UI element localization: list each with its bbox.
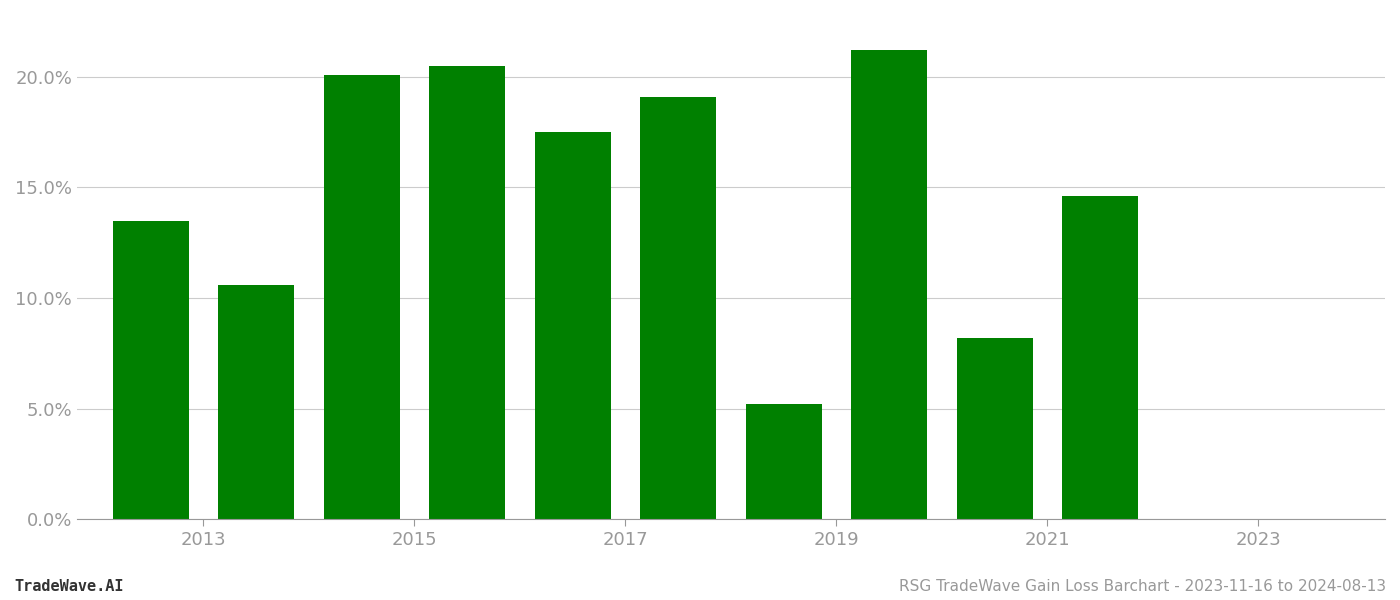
Bar — [535, 132, 610, 519]
Bar — [640, 97, 717, 519]
Bar — [218, 285, 294, 519]
Bar — [113, 221, 189, 519]
Bar — [956, 338, 1033, 519]
Text: TradeWave.AI: TradeWave.AI — [14, 579, 123, 594]
Bar — [851, 50, 927, 519]
Bar — [323, 75, 399, 519]
Bar — [1063, 196, 1138, 519]
Text: RSG TradeWave Gain Loss Barchart - 2023-11-16 to 2024-08-13: RSG TradeWave Gain Loss Barchart - 2023-… — [899, 579, 1386, 594]
Bar — [746, 404, 822, 519]
Bar — [430, 66, 505, 519]
